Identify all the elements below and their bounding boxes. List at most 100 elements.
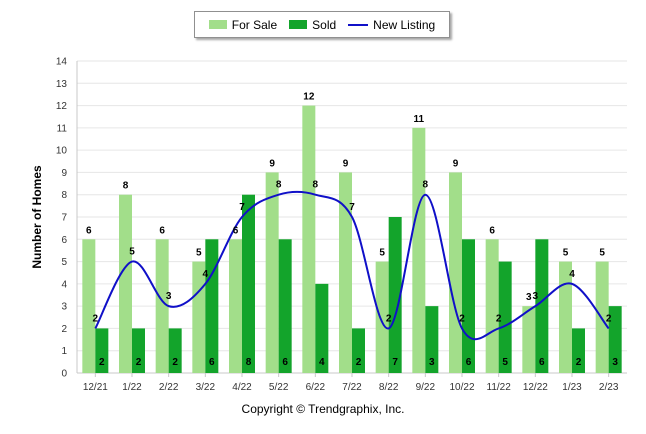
bar-for-sale bbox=[375, 261, 389, 373]
new-listing-line bbox=[94, 190, 610, 341]
y-tick-label: 12 bbox=[56, 101, 68, 112]
legend-item-sold: Sold bbox=[289, 18, 336, 32]
x-tick-label: 10/22 bbox=[449, 382, 474, 393]
data-label-for-sale: 11 bbox=[414, 114, 425, 125]
data-label-new-listing: 2 bbox=[93, 313, 99, 324]
bar-for-sale bbox=[559, 261, 572, 373]
bar-for-sale bbox=[339, 172, 352, 373]
legend-item-for-sale: For Sale bbox=[208, 17, 278, 32]
data-label-new-listing: 7 bbox=[239, 202, 245, 213]
bar-for-sale bbox=[449, 172, 462, 373]
data-label-sold: 8 bbox=[246, 357, 252, 368]
x-tick-label: 1/23 bbox=[562, 382, 582, 393]
legend-swatch-for-sale bbox=[208, 20, 227, 29]
x-tick-label: 4/22 bbox=[232, 382, 252, 393]
y-tick-label: 14 bbox=[56, 57, 68, 68]
bar-sold bbox=[535, 239, 549, 373]
bar-for-sale bbox=[302, 105, 316, 374]
copyright-text: Copyright © Trendgraphix, Inc. bbox=[241, 402, 405, 416]
data-label-sold: 5 bbox=[502, 357, 508, 368]
data-label-new-listing: 2 bbox=[459, 313, 465, 324]
bar-for-sale bbox=[265, 172, 279, 373]
data-label-for-sale: 9 bbox=[343, 158, 349, 169]
data-label-new-listing: 5 bbox=[129, 247, 135, 258]
data-label-sold: 2 bbox=[172, 357, 178, 368]
data-label-for-sale: 5 bbox=[563, 248, 569, 259]
x-tick-label: 2/23 bbox=[599, 382, 619, 393]
bar-sold bbox=[572, 328, 585, 373]
data-label-sold: 6 bbox=[466, 357, 472, 368]
bar-sold bbox=[315, 283, 329, 373]
chart-legend: For Sale Sold New Listing bbox=[194, 11, 450, 38]
bar-sold bbox=[608, 306, 622, 373]
data-label-sold: 3 bbox=[429, 357, 435, 368]
bar-for-sale bbox=[155, 239, 169, 373]
y-tick-label: 5 bbox=[61, 257, 67, 268]
data-label-for-sale: 12 bbox=[303, 92, 315, 103]
data-label-sold: 2 bbox=[576, 357, 582, 368]
data-label-sold: 2 bbox=[356, 357, 362, 368]
data-label-new-listing: 7 bbox=[349, 202, 355, 213]
data-label-for-sale: 5 bbox=[196, 248, 202, 259]
y-tick-label: 6 bbox=[61, 235, 67, 246]
y-tick-label: 11 bbox=[57, 123, 68, 134]
data-label-sold: 6 bbox=[282, 357, 288, 368]
data-label-for-sale: 8 bbox=[123, 181, 129, 192]
bar-for-sale bbox=[119, 194, 132, 373]
legend-item-new-listing: New Listing bbox=[348, 18, 435, 32]
x-tick-label: 12/22 bbox=[523, 382, 548, 393]
data-label-new-listing: 4 bbox=[569, 269, 575, 280]
y-tick-label: 7 bbox=[61, 213, 67, 224]
data-label-for-sale: 6 bbox=[159, 225, 165, 236]
data-label-new-listing: 3 bbox=[533, 291, 539, 302]
data-label-sold: 6 bbox=[209, 357, 215, 368]
bar-sold bbox=[132, 328, 145, 373]
legend-label-sold: Sold bbox=[312, 17, 337, 32]
x-tick-label: 3/22 bbox=[196, 382, 216, 393]
data-label-sold: 3 bbox=[612, 357, 618, 368]
data-label-sold: 7 bbox=[392, 357, 398, 368]
x-tick-label: 2/22 bbox=[159, 382, 179, 393]
data-label-for-sale: 9 bbox=[453, 158, 459, 169]
legend-label-new-listing: New Listing bbox=[373, 17, 436, 32]
y-axis-title: Number of Homes bbox=[30, 165, 44, 269]
bar-sold bbox=[425, 306, 439, 373]
bar-for-sale bbox=[229, 239, 242, 373]
y-tick-label: 4 bbox=[61, 279, 67, 290]
data-label-for-sale: 6 bbox=[233, 225, 239, 236]
bar-sold bbox=[278, 239, 292, 373]
data-label-for-sale: 3 bbox=[526, 292, 532, 303]
x-tick-label: 1/22 bbox=[122, 382, 142, 393]
bar-for-sale bbox=[485, 239, 499, 373]
data-label-new-listing: 4 bbox=[203, 269, 209, 280]
bar-sold bbox=[498, 261, 512, 373]
legend-swatch-new-listing bbox=[348, 23, 369, 26]
legend-swatch-sold bbox=[289, 20, 308, 29]
data-label-for-sale: 9 bbox=[269, 158, 275, 169]
data-label-for-sale: 6 bbox=[489, 225, 495, 236]
data-label-new-listing: 2 bbox=[496, 313, 502, 324]
data-label-new-listing: 2 bbox=[606, 313, 612, 324]
bar-sold bbox=[388, 217, 402, 373]
x-tick-label: 7/22 bbox=[342, 382, 362, 393]
data-label-sold: 6 bbox=[539, 357, 545, 368]
bar-for-sale bbox=[82, 239, 96, 373]
bar-sold bbox=[168, 328, 182, 373]
legend-label-for-sale: For Sale bbox=[231, 17, 278, 32]
y-tick-label: 10 bbox=[56, 146, 68, 157]
data-label-sold: 4 bbox=[319, 357, 325, 368]
bar-for-sale bbox=[522, 306, 536, 373]
x-tick-label: 8/22 bbox=[379, 382, 399, 393]
bar-sold bbox=[205, 239, 219, 373]
data-label-for-sale: 5 bbox=[599, 248, 605, 259]
data-label-sold: 2 bbox=[99, 357, 105, 368]
y-tick-label: 9 bbox=[61, 168, 67, 179]
y-tick-label: 0 bbox=[61, 369, 67, 380]
data-label-new-listing: 2 bbox=[386, 313, 392, 324]
y-tick-label: 3 bbox=[61, 302, 67, 313]
x-tick-label: 11/22 bbox=[487, 382, 512, 393]
x-tick-label: 9/22 bbox=[416, 382, 436, 393]
x-tick-label: 6/22 bbox=[306, 382, 326, 393]
bar-sold bbox=[242, 194, 255, 373]
